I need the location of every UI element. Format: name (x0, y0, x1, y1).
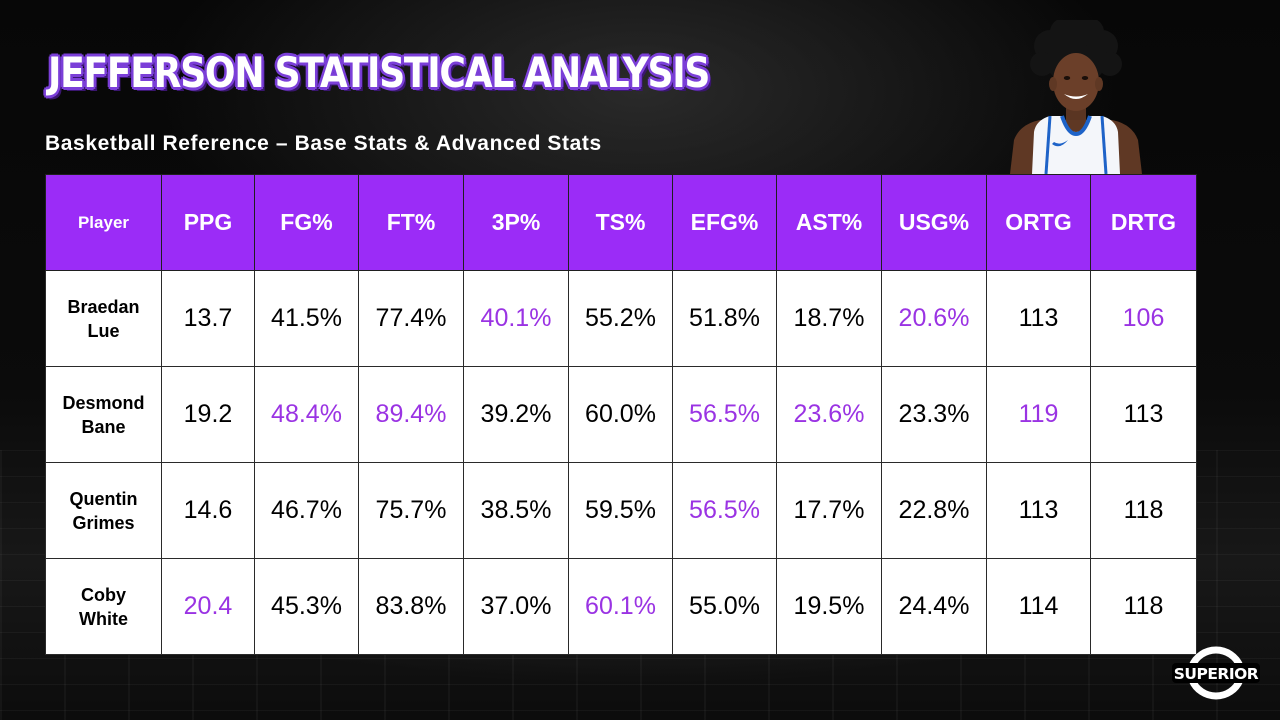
player-photo-illustration (1010, 20, 1142, 174)
player-name-line: Quentin (69, 488, 138, 509)
stat-cell: 46.7% (254, 462, 359, 559)
stat-cell: 113 (986, 462, 1091, 559)
column-header: DRTG (1090, 174, 1197, 271)
stat-cell: 20.4 (161, 558, 255, 655)
stat-cell: 113 (986, 270, 1091, 367)
stat-cell: 20.6% (881, 270, 987, 367)
stat-cell: 55.0% (672, 558, 777, 655)
table-body: Braedan Lue 13.7 41.5% 77.4% 40.1% 55.2% 51.8% 1… (45, 270, 1197, 655)
table-row: Quentin Grimes 14.6 46.7% 75.7% 38.5% 59.5% 56.… (45, 462, 1197, 559)
stat-cell: 17.7% (776, 462, 882, 559)
stat-cell: 38.5% (463, 462, 569, 559)
column-header: PPG (161, 174, 255, 271)
player-name-line: Desmond (62, 392, 145, 413)
stat-cell: 37.0% (463, 558, 569, 655)
page-subtitle: Basketball Reference – Base Stats & Adva… (45, 132, 602, 155)
table-row: Coby White 20.4 45.3% 83.8% 37.0% 60.1% 55.0% 19… (45, 558, 1197, 655)
column-header: AST% (776, 174, 882, 271)
stat-cell: 118 (1090, 558, 1197, 655)
stat-cell: 23.3% (881, 366, 987, 463)
column-header: USG% (881, 174, 987, 271)
stat-cell: 60.0% (568, 366, 673, 463)
stat-cell: 77.4% (358, 270, 464, 367)
stat-cell: 40.1% (463, 270, 569, 367)
player-name-line: Lue (87, 320, 120, 341)
stat-cell: 13.7 (161, 270, 255, 367)
stat-cell: 19.5% (776, 558, 882, 655)
stat-cell: 83.8% (358, 558, 464, 655)
stat-cell: 39.2% (463, 366, 569, 463)
stat-cell: 41.5% (254, 270, 359, 367)
stat-cell: 118 (1090, 462, 1197, 559)
stat-cell: 56.5% (672, 462, 777, 559)
table-header-row: Player PPG FG% FT% 3P% TS% EFG% AST% USG… (45, 174, 1197, 271)
stat-cell: 56.5% (672, 366, 777, 463)
player-name-line: Bane (81, 416, 126, 437)
column-header: Player (45, 174, 162, 271)
player-name-cell: Coby White (45, 558, 162, 655)
player-name-line: Braedan (67, 296, 140, 317)
column-header: FT% (358, 174, 464, 271)
stat-cell: 89.4% (358, 366, 464, 463)
player-name-line: Grimes (72, 512, 135, 533)
stat-cell: 14.6 (161, 462, 255, 559)
stat-cell: 45.3% (254, 558, 359, 655)
stat-cell: 22.8% (881, 462, 987, 559)
table-row: Desmond Bane 19.2 48.4% 89.4% 39.2% 60.0% 56.5%… (45, 366, 1197, 463)
stat-cell: 106 (1090, 270, 1197, 367)
stat-cell: 119 (986, 366, 1091, 463)
stat-cell: 60.1% (568, 558, 673, 655)
column-header: EFG% (672, 174, 777, 271)
stat-cell: 18.7% (776, 270, 882, 367)
stat-cell: 24.4% (881, 558, 987, 655)
stat-cell: 59.5% (568, 462, 673, 559)
stat-cell: 51.8% (672, 270, 777, 367)
logo-text: SUPERIOR (1174, 665, 1259, 683)
player-name-line: Coby (81, 584, 126, 605)
stat-cell: 23.6% (776, 366, 882, 463)
stat-cell: 55.2% (568, 270, 673, 367)
column-header: 3P% (463, 174, 569, 271)
column-header: FG% (254, 174, 359, 271)
column-header: ORTG (986, 174, 1091, 271)
stat-cell: 113 (1090, 366, 1197, 463)
player-photo (1006, 20, 1146, 174)
stat-cell: 114 (986, 558, 1091, 655)
player-name-cell: Braedan Lue (45, 270, 162, 367)
stat-cell: 48.4% (254, 366, 359, 463)
table-row: Braedan Lue 13.7 41.5% 77.4% 40.1% 55.2% 51.8% 1… (45, 270, 1197, 367)
stat-cell: 75.7% (358, 462, 464, 559)
page-title: JEFFERSON STATISTICAL ANALYSIS (48, 48, 710, 97)
stat-cell: 19.2 (161, 366, 255, 463)
player-name-cell: Desmond Bane (45, 366, 162, 463)
player-name-line: White (79, 608, 128, 629)
stats-table: Player PPG FG% FT% 3P% TS% EFG% AST% USG… (45, 174, 1197, 655)
superior-logo: SUPERIOR (1170, 636, 1262, 708)
column-header: TS% (568, 174, 673, 271)
player-name-cell: Quentin Grimes (45, 462, 162, 559)
